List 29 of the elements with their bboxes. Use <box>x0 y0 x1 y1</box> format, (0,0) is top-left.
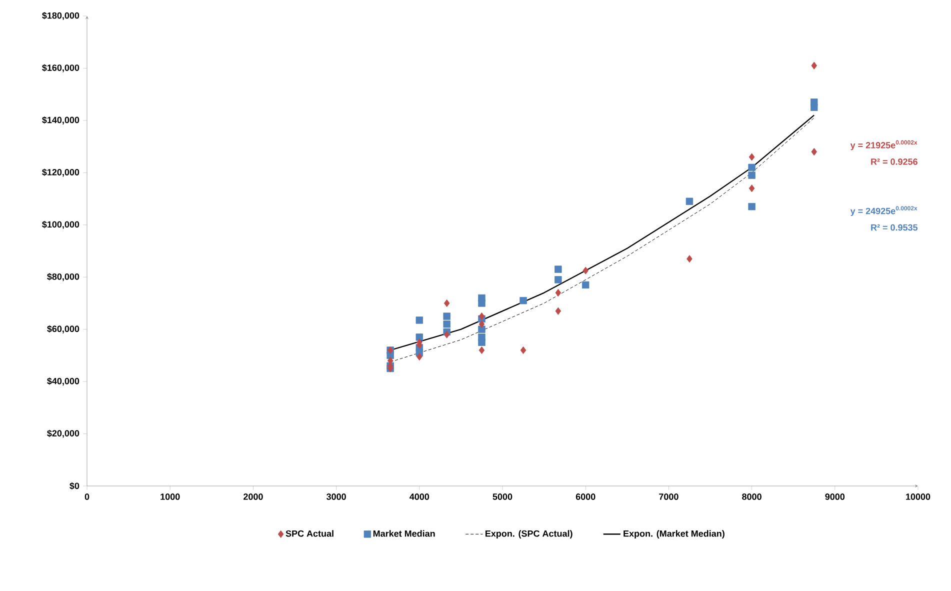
x-tick-label: 3000 <box>326 494 346 500</box>
x-tick-label: 0 <box>84 494 90 500</box>
x-tick-label: 5000 <box>492 494 512 500</box>
y-tick-label: $100,000 <box>42 220 80 229</box>
x-tick-label: 10000 <box>906 494 930 500</box>
x-tick-label: 2000 <box>244 494 263 500</box>
y-tick-label: $20,000 <box>47 430 80 438</box>
legend-label: Market Median <box>373 530 435 537</box>
legend-label: Expon. (Market Median) <box>624 530 724 539</box>
y-tick-label: $0 <box>70 482 80 490</box>
x-tick-label: 9000 <box>825 494 845 500</box>
x-tick-label: 6000 <box>576 494 596 500</box>
y-tick-label: $160,000 <box>42 64 80 72</box>
annotation: R² = 0.9256 <box>871 158 918 165</box>
y-tick-label: $180,000 <box>42 12 80 20</box>
y-tick-label: $60,000 <box>47 325 80 334</box>
y-tick-label: $40,000 <box>47 378 80 386</box>
legend-label: Expon. (SPC Actual) <box>486 530 572 539</box>
y-tick-label: $140,000 <box>42 116 80 124</box>
x-tick-label: 4000 <box>410 494 430 500</box>
y-tick-label: $120,000 <box>42 168 80 177</box>
annotation: y = 24925e$^{0.0002x}$ <box>850 206 918 216</box>
x-tick-label: 8000 <box>742 494 762 500</box>
legend-label: SPC Actual <box>286 530 334 537</box>
annotation: R² = 0.9535 <box>871 224 918 231</box>
x-tick-label: 7000 <box>659 494 678 500</box>
x-tick-label: 1000 <box>160 494 180 500</box>
annotation: y = 21925e$^{0.0002x}$ <box>850 140 918 150</box>
y-tick-label: $80,000 <box>47 273 80 282</box>
